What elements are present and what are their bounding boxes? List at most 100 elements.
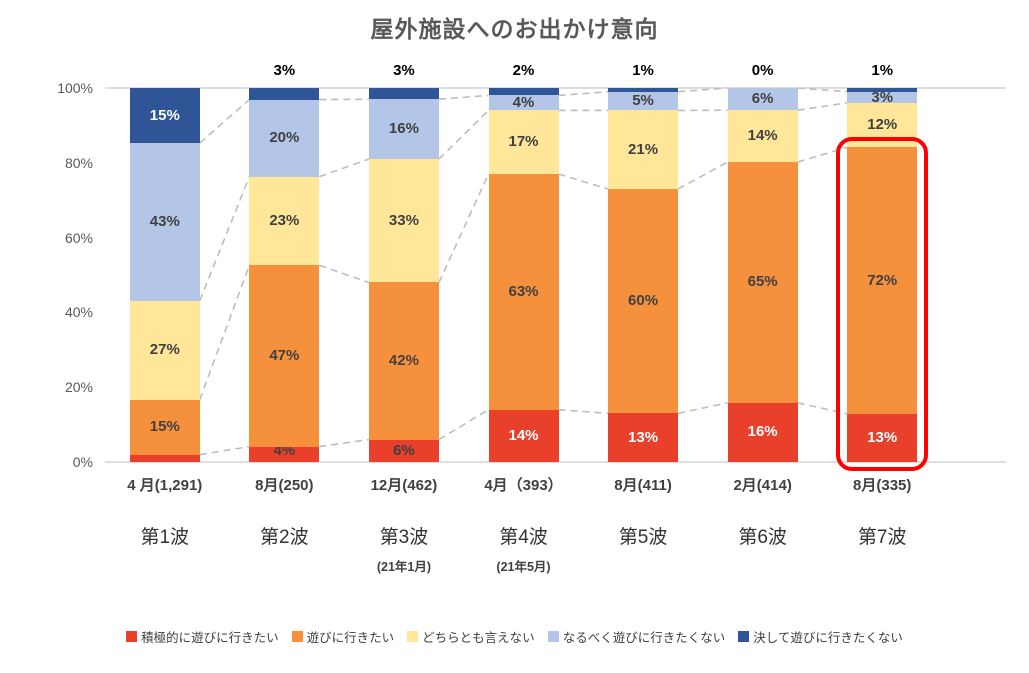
x-month-label: 4月（393）: [484, 477, 563, 494]
top-value-label: 3%: [393, 62, 415, 79]
segment-value-label: 23%: [269, 212, 300, 230]
legend-item: 決して遊びに行きたくない: [738, 627, 903, 646]
bar-segment: [727, 110, 798, 163]
legend-swatch-icon: [407, 631, 419, 642]
segment-value-label: 21%: [628, 140, 659, 158]
y-tick-label: 80%: [64, 154, 93, 171]
segment-value-label: 20%: [269, 129, 300, 147]
legend-label: なるべく遊びに行きたくない: [562, 631, 726, 645]
bar-segment: [368, 282, 439, 440]
bar-segment: [608, 91, 679, 111]
legend-swatch-icon: [126, 631, 138, 642]
bar-segment: [249, 446, 320, 462]
segment-value-label: 13%: [628, 428, 659, 446]
bar-segment: [249, 176, 320, 266]
segment-value-label: 60%: [628, 292, 659, 310]
bar-segment: [488, 409, 559, 462]
segment-value-label: 5%: [632, 92, 654, 110]
bar-segment: [608, 413, 679, 462]
x-wave-label: 第5波: [618, 527, 668, 548]
x-wave-label: 第1波: [140, 527, 190, 548]
x-sub-label: (21年5月): [496, 560, 551, 574]
bar-segment: [368, 439, 439, 462]
legend-swatch-icon: [291, 631, 303, 642]
series-connector-line: [677, 161, 729, 190]
top-value-label: 3%: [273, 62, 296, 79]
bar-segment: [608, 88, 679, 92]
segment-value-label: 43%: [149, 212, 180, 230]
bar-segment: [847, 88, 918, 92]
y-tick-label: 20%: [64, 379, 93, 396]
bar-segment: [368, 88, 439, 100]
bar-segment: [368, 159, 439, 283]
y-tick-label: 100%: [57, 80, 93, 96]
y-tick-label: 60%: [64, 229, 93, 246]
segment-value-label: 15%: [149, 418, 180, 436]
bar-segment: [608, 110, 679, 189]
x-wave-label: 第7波: [857, 527, 907, 548]
bar-segment: [847, 147, 918, 414]
legend-swatch-icon: [738, 631, 750, 642]
segment-value-label: 63%: [508, 282, 539, 300]
highlight-box: [836, 137, 929, 471]
segment-value-label: 14%: [747, 127, 778, 145]
x-wave-label: 第4波: [499, 527, 548, 548]
legend-label: 積極的に遊びに行きたい: [141, 631, 279, 645]
segment-value-label: 15%: [149, 106, 180, 124]
chart-title: 屋外施設へのお出かけ意向: [370, 16, 659, 42]
series-connector-line: [677, 401, 728, 415]
legend-item: なるべく遊びに行きたくない: [547, 627, 726, 646]
series-connector-line: [199, 265, 251, 400]
legend-item: どちらとも言えない: [407, 627, 535, 646]
series-connector-line: [199, 176, 251, 301]
segment-value-label: 72%: [867, 271, 898, 289]
bar-segment: [727, 162, 798, 403]
segment-value-label: 47%: [269, 346, 300, 364]
segment-value-label: 13%: [867, 428, 898, 446]
bar-segment: [488, 174, 559, 410]
bar-segment: [847, 91, 918, 103]
bar-segment: [608, 188, 679, 414]
segment-value-label: 12%: [867, 116, 898, 134]
series-connector-line: [558, 408, 609, 415]
segment-value-label: 6%: [393, 441, 415, 459]
series-connector-line: [319, 158, 370, 178]
x-wave-label: 第6波: [738, 527, 787, 548]
legend-label: 遊びに行きたい: [306, 631, 395, 645]
bar-segment: [249, 88, 320, 100]
top-value-label: 0%: [751, 62, 774, 79]
bar-segment: [488, 110, 559, 175]
series-connector-line: [558, 173, 609, 190]
segment-value-label: 42%: [388, 352, 419, 370]
x-month-label: 8月(250): [255, 477, 314, 494]
bar-segment: [249, 265, 320, 447]
x-month-label: 12月(462): [370, 477, 438, 494]
segment-value-label: 14%: [508, 426, 539, 444]
bar-segment: [129, 300, 200, 400]
segment-value-label: 33%: [388, 211, 419, 229]
x-sub-label: (21年1月): [376, 560, 432, 574]
top-value-label: 1%: [871, 62, 894, 79]
legend-swatch-icon: [547, 631, 559, 642]
segment-value-label: 17%: [508, 133, 539, 151]
x-wave-label: 第2波: [260, 527, 309, 548]
segment-value-label: 27%: [149, 341, 180, 359]
x-month-label: 8月(335): [853, 477, 912, 494]
legend-label: どちらとも言えない: [422, 631, 535, 645]
y-tick-label: 0%: [72, 454, 93, 470]
legend-item: 遊びに行きたい: [291, 627, 395, 646]
x-month-label: 8月(411): [614, 477, 672, 494]
bar-segment: [129, 88, 200, 143]
y-tick-label: 40%: [64, 304, 93, 321]
bar-segment: [249, 99, 320, 177]
chart-legend: 積極的に遊びに行きたい 遊びに行きたい どちらとも言えない なるべく遊びに行きたくない…: [0, 627, 1029, 646]
bar-segment: [129, 399, 200, 455]
top-value-label: 2%: [512, 62, 535, 79]
bar-segment: [727, 88, 798, 111]
segment-value-label: 4%: [512, 93, 535, 111]
legend-label: 決して遊びに行きたくない: [753, 631, 903, 645]
x-month-label: 2月(414): [733, 477, 792, 494]
segment-value-label: 65%: [747, 273, 778, 291]
segment-value-label: 16%: [388, 120, 419, 138]
